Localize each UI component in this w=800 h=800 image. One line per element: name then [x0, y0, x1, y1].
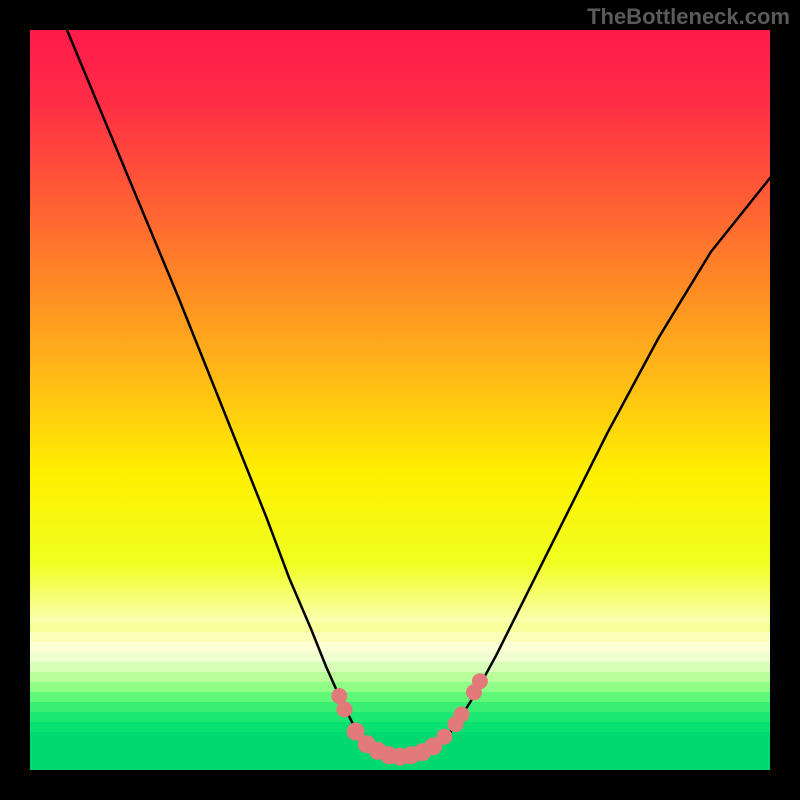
data-marker — [453, 707, 469, 723]
stripe — [30, 652, 770, 662]
chart-container: TheBottleneck.com — [0, 0, 800, 800]
stripe — [30, 672, 770, 682]
bottleneck-curve-chart — [0, 0, 800, 800]
stripe — [30, 662, 770, 672]
stripe — [30, 682, 770, 692]
data-marker — [472, 673, 488, 689]
stripe — [30, 642, 770, 652]
data-marker — [436, 729, 452, 745]
stripe — [30, 712, 770, 722]
stripe — [30, 702, 770, 712]
stripe — [30, 622, 770, 632]
stripe — [30, 732, 770, 742]
data-marker — [337, 701, 353, 717]
stripe — [30, 722, 770, 732]
stripe — [30, 692, 770, 702]
stripe — [30, 632, 770, 642]
